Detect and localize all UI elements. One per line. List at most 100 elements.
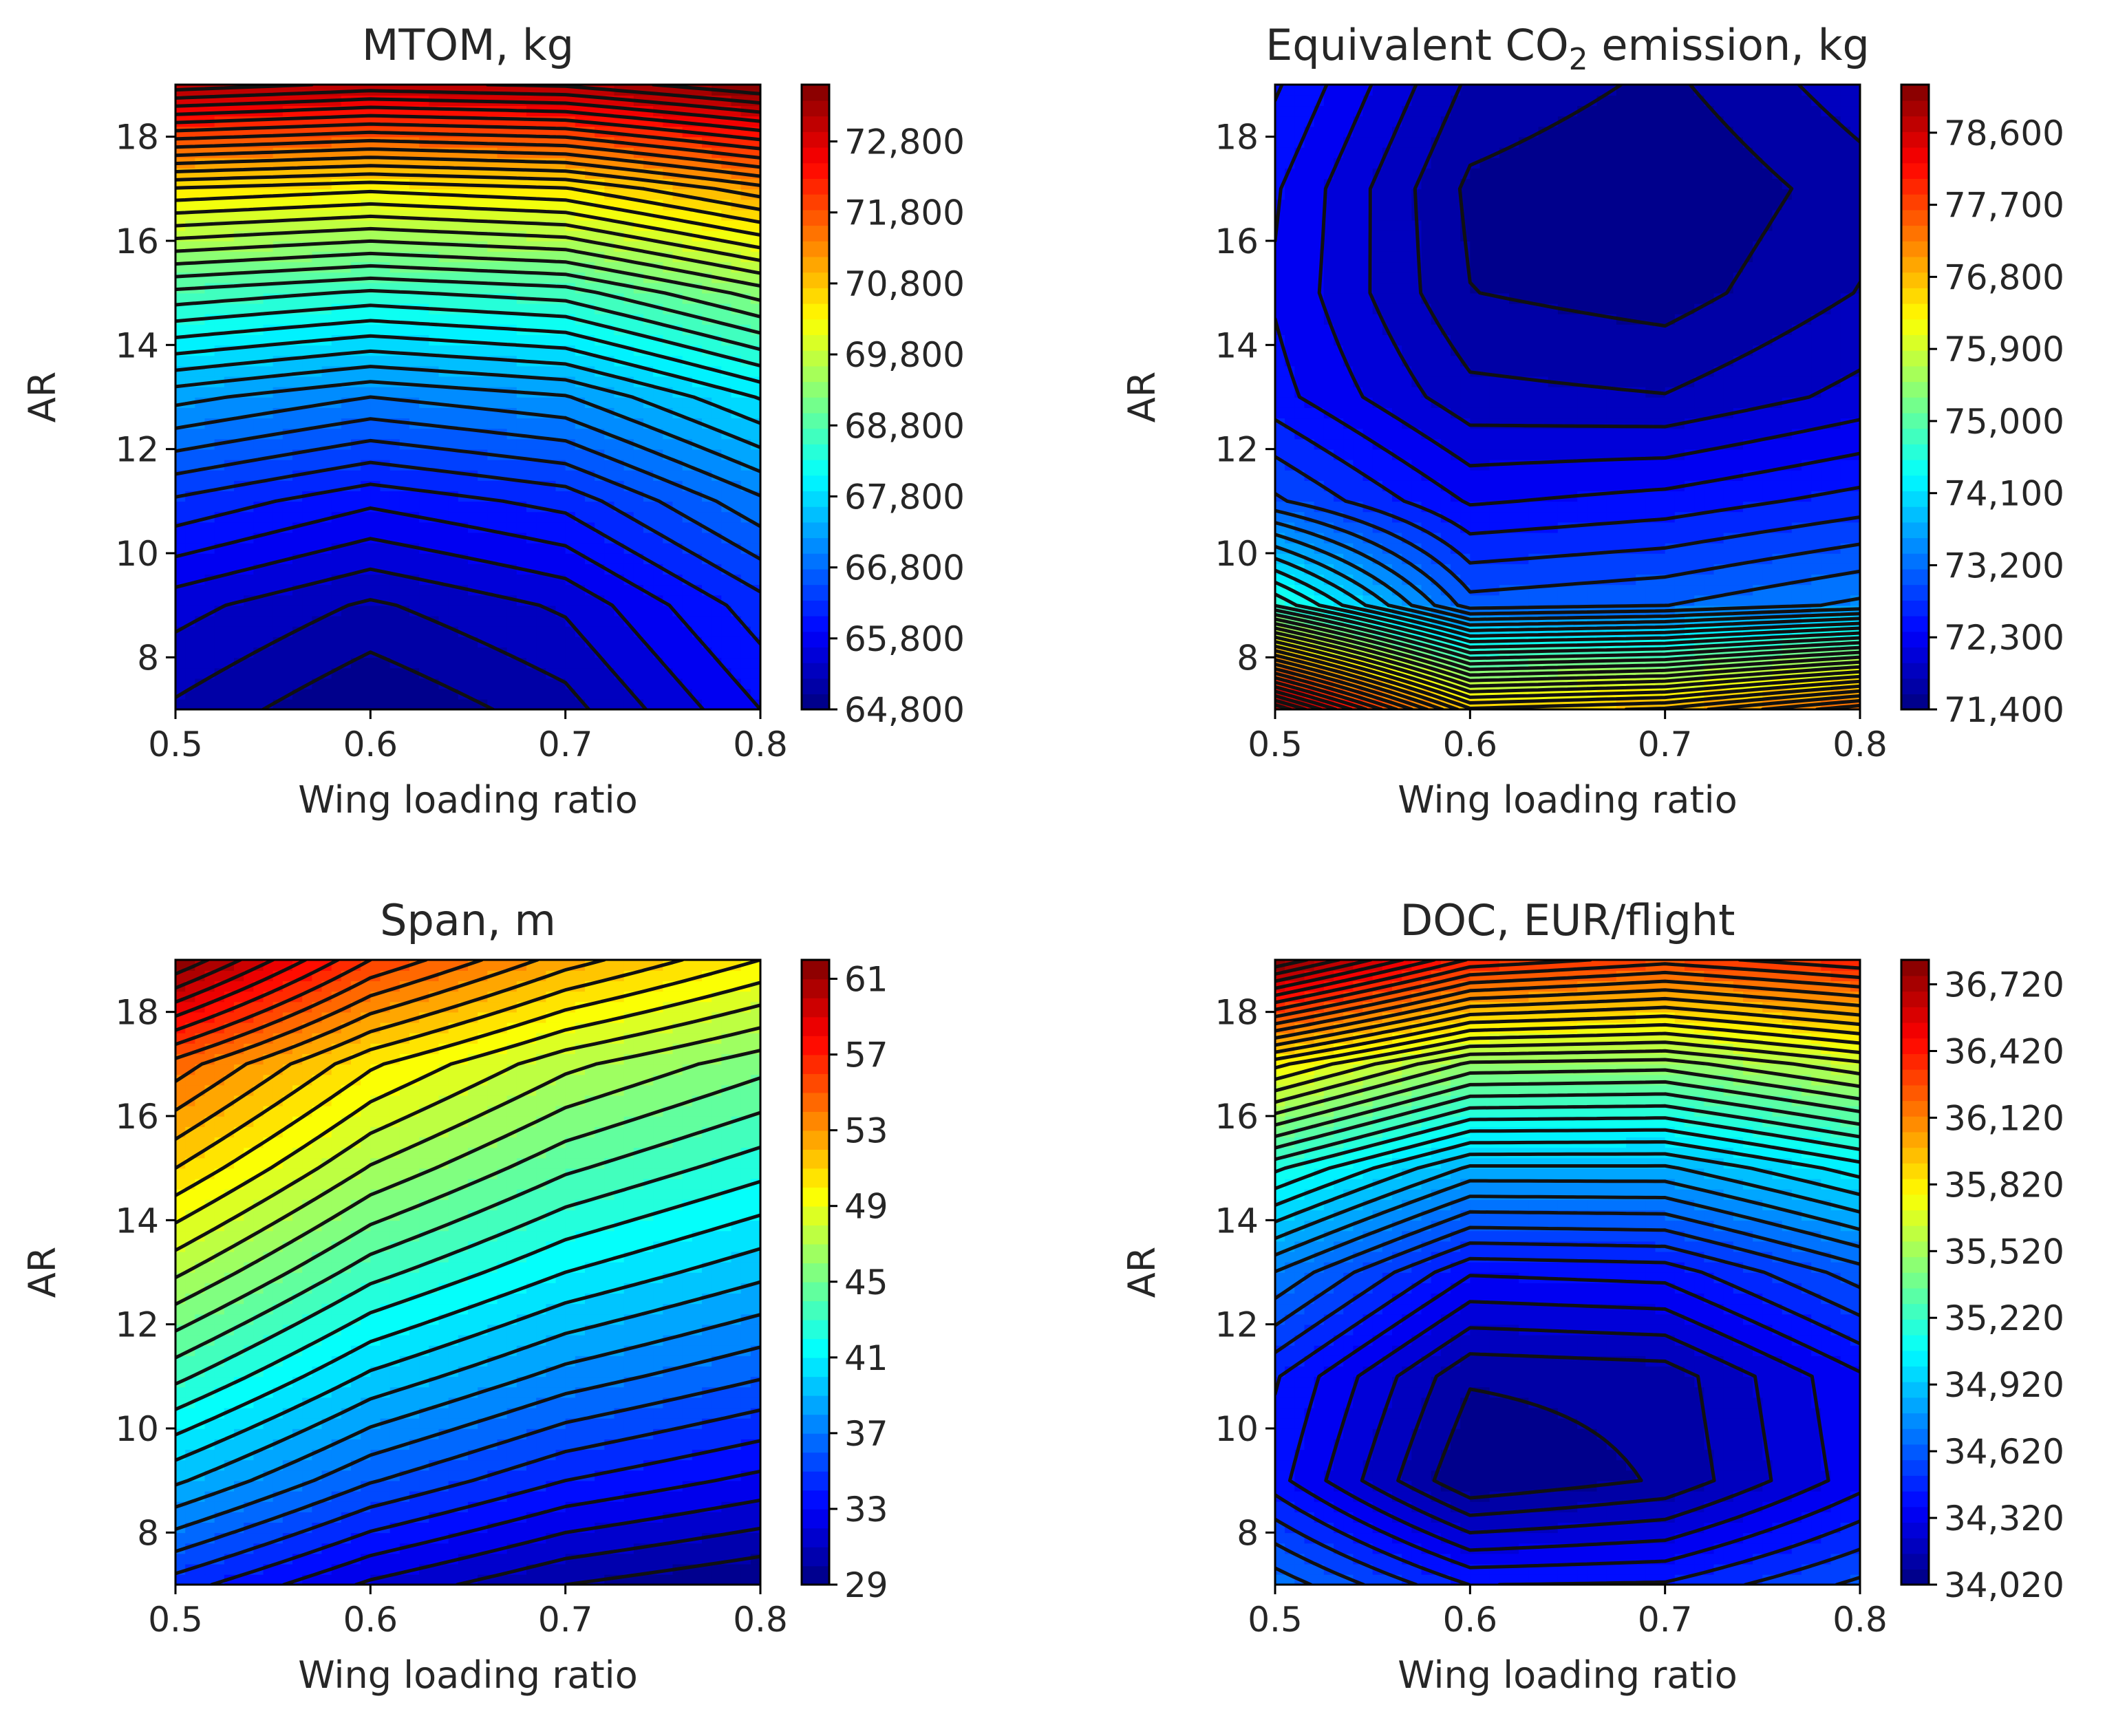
contour-cell	[448, 698, 459, 709]
contour-cell	[292, 511, 303, 523]
contour-cell	[702, 501, 712, 513]
contour-cell	[253, 397, 264, 408]
contour-cell	[1587, 584, 1598, 596]
contour-cell	[1548, 564, 1559, 575]
contour-cell	[487, 667, 498, 679]
colorbar-frame	[800, 83, 831, 711]
contour-cell	[1655, 491, 1666, 502]
contour-cell	[468, 219, 478, 231]
contour-cell	[595, 376, 606, 387]
contour-cell	[312, 147, 323, 158]
contour-cell	[702, 189, 712, 200]
contour-cell	[555, 532, 566, 544]
contour-cell	[487, 594, 498, 606]
contour-cell	[526, 698, 537, 709]
contour-cell	[604, 584, 615, 596]
contour-cell	[1577, 594, 1588, 606]
contour-cell	[458, 698, 469, 709]
contour-cell	[672, 282, 683, 294]
contour-cell	[429, 594, 440, 606]
contour-cell	[263, 605, 274, 617]
contour-cell	[497, 199, 508, 211]
contour-cell	[361, 511, 372, 523]
contour-cell	[604, 511, 615, 523]
contour-cell	[253, 469, 264, 481]
contour-cell	[272, 397, 284, 408]
contour-cell	[478, 397, 489, 408]
contour-line	[175, 226, 760, 275]
colorbar-segment	[802, 615, 829, 632]
contour-cell	[185, 511, 196, 523]
contour-cell	[468, 459, 478, 471]
colorbar-tick-label: 70,800	[844, 264, 965, 304]
contour-line	[175, 567, 648, 709]
contour-cell	[234, 469, 244, 481]
contour-cell	[438, 313, 449, 325]
contour-cell	[487, 564, 498, 575]
contour-cell	[331, 219, 342, 231]
contour-cell	[341, 647, 352, 658]
contour-cell	[185, 324, 196, 335]
contour-cell	[731, 667, 742, 679]
contour-cell	[272, 542, 284, 554]
contour-cell	[731, 625, 742, 637]
contour-cell	[750, 542, 760, 554]
contour-cell	[292, 698, 303, 709]
contour-cell	[663, 459, 674, 471]
contour-cell	[1616, 511, 1627, 523]
contour-cell	[1791, 564, 1802, 575]
contour-cell	[1285, 480, 1296, 491]
contour-cell	[214, 261, 225, 273]
contour-cell	[516, 625, 527, 637]
contour-cell	[1753, 522, 1764, 533]
contour-cell	[331, 355, 342, 367]
contour-cell	[497, 688, 508, 700]
contour-cell	[263, 136, 274, 148]
contour-cell	[1606, 594, 1617, 606]
contour-cell	[419, 678, 430, 689]
contour-cell	[623, 564, 634, 575]
contour-cell	[585, 292, 595, 304]
contour-cell	[1528, 511, 1539, 523]
contour-cell	[682, 594, 693, 606]
contour-cell	[399, 230, 410, 242]
contour-cell	[282, 501, 293, 513]
contour-cell	[546, 647, 557, 658]
y-tick-label: 8	[137, 638, 159, 678]
contour-cell	[272, 501, 284, 513]
contour-cell	[1421, 491, 1432, 502]
contour-cell	[672, 438, 683, 450]
contour-cell	[1451, 584, 1461, 596]
contour-cell	[253, 418, 264, 429]
contour-cell	[399, 615, 410, 627]
contour-cell	[361, 386, 372, 398]
contour-cell	[1411, 594, 1422, 606]
colorbar-tick-label: 64,800	[844, 690, 965, 730]
contour-cell	[263, 511, 274, 523]
contour-cell	[565, 365, 576, 377]
contour-cell	[653, 605, 664, 617]
contour-cell	[604, 376, 615, 387]
contour-cell	[361, 449, 372, 460]
contour-cell	[604, 553, 615, 564]
contour-cell	[331, 625, 342, 637]
contour-cell	[244, 574, 255, 586]
contour-cell	[458, 542, 469, 554]
contour-cell	[185, 636, 196, 647]
contour-cell	[302, 594, 313, 606]
contour-cell	[506, 199, 517, 211]
contour-cell	[663, 230, 674, 242]
contour-cell	[224, 584, 235, 596]
contour-cell	[292, 501, 303, 513]
contour-cell	[721, 678, 732, 689]
contour-cell	[204, 636, 215, 647]
contour-cell	[1353, 553, 1364, 564]
contour-cell	[604, 397, 615, 408]
contour-cell	[1840, 584, 1851, 596]
contour-cell	[1772, 564, 1783, 575]
contour-cell	[1362, 594, 1374, 606]
colorbar-segment	[802, 272, 829, 288]
contour-cell	[1626, 522, 1636, 533]
contour-line	[175, 334, 760, 401]
contour-cell	[487, 615, 498, 627]
